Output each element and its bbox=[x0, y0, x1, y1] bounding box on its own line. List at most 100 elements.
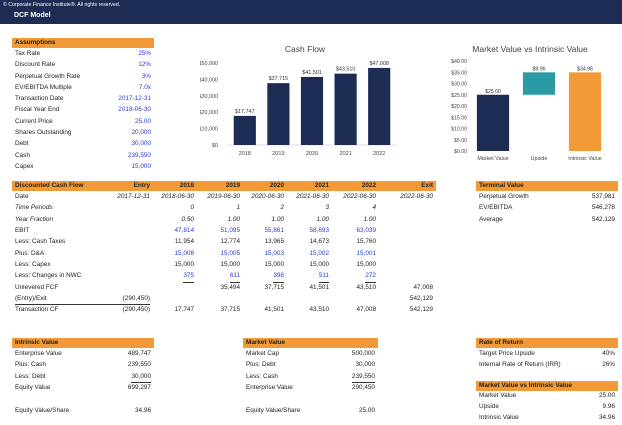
dcf-cell[interactable]: 375 bbox=[183, 270, 194, 283]
market-row: Market Cap 500,000 bbox=[243, 348, 378, 359]
dcf-cell[interactable]: 63,039 bbox=[356, 227, 376, 235]
dcf-cell: 35,494 bbox=[220, 283, 240, 291]
return-value: 40% bbox=[602, 350, 615, 357]
intrinsic-row: Plus: Cash 239,550 bbox=[12, 359, 154, 370]
assumption-value[interactable]: 30,000 bbox=[131, 140, 151, 148]
dcf-cell: 41,501 bbox=[264, 306, 284, 314]
intrinsic-label: Less: Debt bbox=[15, 372, 46, 380]
market-label: Market Cap bbox=[246, 350, 280, 357]
mv-vs-iv-row: Intrinsic Value 34.96 bbox=[476, 413, 618, 424]
assumption-value[interactable]: 12% bbox=[138, 61, 151, 69]
return-label: Target Price Upside bbox=[479, 350, 535, 357]
mv-vs-iv-label: Market Value bbox=[479, 392, 517, 399]
y-tick-label: $20,000 bbox=[200, 110, 218, 116]
x-tick-label: 2022 bbox=[373, 151, 385, 157]
assumption-value[interactable]: 239,550 bbox=[127, 151, 151, 159]
mv-vs-iv-header: Market Value vs Intrinsic Value bbox=[476, 381, 618, 391]
terminal-row: Average 542,129 bbox=[476, 214, 618, 225]
dcf-cell[interactable]: 15,001 bbox=[356, 249, 376, 257]
dcf-cell: 15,000 bbox=[356, 261, 376, 269]
dcf-cell[interactable]: 272 bbox=[365, 270, 376, 283]
dcf-header-row: Discounted Cash Flow Entry 2018 2019 202… bbox=[12, 181, 436, 191]
y-tick-label: $35.00 bbox=[451, 70, 467, 76]
assumption-value[interactable]: 20,000 bbox=[131, 129, 151, 137]
market-value: 30,000 bbox=[355, 361, 375, 369]
mv-vs-iv-panel: Market Value vs Intrinsic Value Market V… bbox=[476, 381, 618, 423]
assumptions-panel: Assumptions Tax Rate 25% Discount Rate 12%… bbox=[12, 38, 154, 172]
dcf-cell: 542,129 bbox=[409, 295, 433, 303]
dcf-row: Less: Changes in NWC 375 611 398 511 272 bbox=[12, 270, 436, 283]
dcf-cell: 1.00 bbox=[227, 215, 240, 223]
dcf-cell: 11,954 bbox=[174, 238, 194, 246]
bar-data-label: $47,008 bbox=[369, 61, 389, 67]
dcf-cell: 1.00 bbox=[271, 215, 284, 223]
intrinsic-row: Equity Value 699,297 bbox=[12, 382, 154, 393]
mv-vs-iv-value: 9.96 bbox=[602, 402, 615, 410]
market-value: 500,000 bbox=[351, 350, 375, 357]
dcf-cell[interactable]: 15,008 bbox=[174, 249, 194, 257]
cash-flow-bar bbox=[334, 73, 357, 145]
dcf-cell: 2018-06-30 bbox=[161, 193, 194, 200]
y-tick-label: $5.00 bbox=[454, 138, 467, 144]
x-tick-label: Upside bbox=[531, 156, 548, 162]
terminal-value-header: Terminal Value bbox=[476, 181, 618, 191]
rate-of-return-panel: Rate of Return Target Price Upside 40% In… bbox=[476, 338, 618, 371]
dcf-row-label: Transaction CF bbox=[15, 306, 59, 314]
dcf-cell: 1 bbox=[236, 204, 240, 212]
bar-data-label: $25.00 bbox=[485, 89, 501, 95]
assumption-label: EV/EBITDA Multiple bbox=[15, 83, 72, 91]
dcf-col-2019: 2019 bbox=[225, 182, 240, 189]
assumption-value[interactable]: 2018-06-30 bbox=[118, 106, 151, 114]
dcf-cell[interactable]: 58,693 bbox=[309, 227, 329, 235]
assumption-value[interactable]: 3% bbox=[141, 72, 151, 80]
assumption-value[interactable]: 7.0x bbox=[138, 83, 151, 91]
return-label: Internal Rate of Return (IRR) bbox=[479, 361, 561, 369]
dcf-cell[interactable]: 398 bbox=[273, 270, 284, 283]
intrinsic-per-share-row: Equity Value/Share 34.96 bbox=[12, 405, 154, 416]
market-value-panel: Market Value Market Cap 500,000 Plus: Deb… bbox=[243, 338, 378, 416]
dcf-cell[interactable]: 51,095 bbox=[220, 227, 240, 235]
cash-flow-bar bbox=[368, 67, 391, 145]
dcf-cell[interactable]: 15,002 bbox=[309, 249, 329, 257]
mv-vs-iv-row: Market Value 25.00 bbox=[476, 391, 618, 402]
intrinsic-value-panel: Intrinsic Value Enterprise Value 489,747 … bbox=[12, 338, 154, 416]
y-tick-label: $0.00 bbox=[454, 149, 467, 155]
dcf-cell[interactable]: 511 bbox=[318, 270, 329, 283]
cash-flow-chart: $0 $10,000 $20,000 $30,000 $40,000 $50,000 $17… bbox=[200, 61, 396, 157]
dcf-cell[interactable]: 611 bbox=[229, 270, 240, 283]
assumption-value[interactable]: 25.00 bbox=[135, 117, 151, 125]
dcf-cell: 43,510 bbox=[309, 306, 329, 314]
assumption-row: Discount Rate 12% bbox=[12, 59, 154, 70]
dcf-row: (Entry)/Exit (290,450) 542,129 bbox=[12, 293, 436, 306]
dcf-row-label: Year Fraction bbox=[15, 215, 54, 223]
dcf-col-entry: Entry bbox=[133, 182, 150, 189]
y-tick-label: $30,000 bbox=[200, 94, 218, 100]
assumption-value[interactable]: 25% bbox=[138, 50, 151, 57]
y-tick-label: $0 bbox=[212, 143, 218, 149]
dcf-cell[interactable]: 55,861 bbox=[264, 227, 284, 235]
dcf-row-label: Less: Capex bbox=[15, 261, 51, 269]
value-bar bbox=[568, 72, 602, 151]
assumptions-header: Assumptions bbox=[12, 38, 154, 48]
return-row: Target Price Upside 40% bbox=[476, 348, 618, 359]
assumption-value[interactable]: 15,000 bbox=[131, 162, 151, 170]
dcf-cell[interactable]: 47,814 bbox=[174, 227, 194, 235]
dcf-cell[interactable]: 15,003 bbox=[264, 249, 284, 257]
assumption-label: Fiscal Year End bbox=[15, 106, 60, 114]
dcf-row-label: (Entry)/Exit bbox=[15, 293, 140, 306]
dcf-row: Date 2017-12-31 2018-06-30 2019-06-30 2020-0… bbox=[12, 191, 436, 202]
bar-data-label: $34.96 bbox=[577, 66, 593, 72]
assumption-value[interactable]: 2017-12-31 bbox=[118, 95, 151, 103]
market-per-share-label: Equity Value/Share bbox=[246, 407, 301, 415]
cash-flow-bar bbox=[233, 115, 256, 145]
dcf-cell[interactable]: 15,005 bbox=[220, 249, 240, 257]
assumption-row: Shares Outstanding 20,000 bbox=[12, 127, 154, 138]
dcf-row: Plus: D&A 15,008 15,005 15,003 15,002 15,001 bbox=[12, 248, 436, 259]
terminal-value-panel: Terminal Value Perpetual Growth 537,981 E… bbox=[476, 181, 618, 225]
copyright-text: © Corporate Finance Institute®. All righ… bbox=[3, 2, 121, 8]
dcf-cell: 2019-06-30 bbox=[207, 193, 240, 200]
dcf-cell: 47,008 bbox=[356, 306, 376, 314]
assumption-row: Debt 30,000 bbox=[12, 138, 154, 149]
bar-data-label: $9.96 bbox=[533, 66, 546, 72]
dcf-row: Transaction CF (290,450) 17,747 37,715 41,50… bbox=[12, 304, 436, 315]
